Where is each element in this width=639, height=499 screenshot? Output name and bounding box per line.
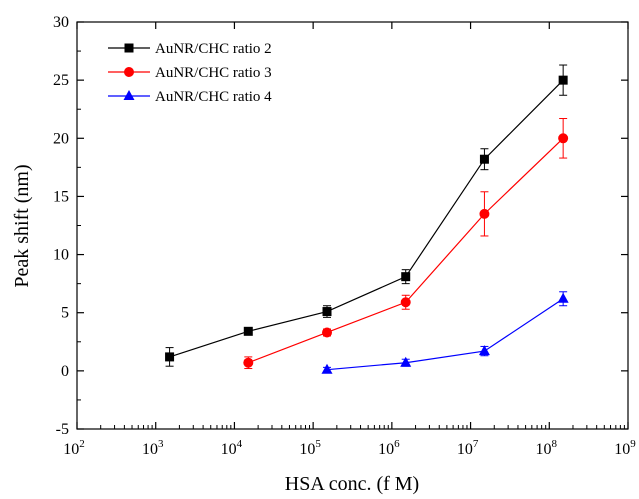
y-tick-label: 20: [53, 130, 69, 147]
x-tick-label: 105: [299, 438, 321, 458]
data-point: [165, 352, 175, 362]
data-point: [243, 357, 254, 368]
y-tick-label: 25: [53, 72, 69, 89]
x-tick-label: 106: [378, 438, 400, 458]
x-tick-label: 108: [536, 438, 558, 458]
legend: AuNR/CHC ratio 2 AuNR/CHC ratio 3 AuNR/CHC…: [108, 41, 272, 105]
x-tick-label: 104: [221, 438, 243, 458]
data-point: [479, 208, 490, 219]
legend-item: AuNR/CHC ratio 3: [108, 65, 272, 81]
data-point: [401, 272, 411, 282]
series-ratio-2: [165, 64, 568, 367]
legend-item: AuNR/CHC ratio 4: [108, 89, 272, 105]
y-tick-label: -5: [56, 421, 69, 438]
tick-labels: 102 103 104 105 106 107 108 109 -5 0 5 10 15 20 25 30: [53, 14, 636, 458]
series-ratio-3: [243, 118, 569, 370]
y-tick-label: 10: [53, 247, 69, 264]
series-layer: [165, 64, 569, 374]
y-tick-label: 0: [61, 363, 69, 380]
series-ratio-4: [321, 291, 569, 374]
x-tick-label: 102: [63, 438, 85, 458]
legend-label: AuNR/CHC ratio 4: [155, 89, 272, 105]
legend-marker: [123, 90, 135, 100]
legend-item: AuNR/CHC ratio 2: [108, 41, 272, 57]
data-point: [479, 154, 489, 164]
legend-label: AuNR/CHC ratio 3: [155, 65, 272, 81]
data-point: [478, 345, 490, 356]
legend-marker: [124, 43, 134, 53]
y-tick-label: 30: [53, 14, 69, 31]
y-tick-label: 15: [53, 188, 69, 205]
data-point: [558, 133, 569, 144]
x-tick-label: 107: [457, 438, 479, 458]
x-tick-label: 103: [142, 438, 164, 458]
x-tick-label: 109: [614, 438, 636, 458]
y-axis-title: Peak shift (nm): [11, 164, 33, 287]
data-point: [400, 297, 411, 308]
data-point: [322, 327, 333, 338]
legend-marker: [124, 67, 134, 77]
series-line: [326, 298, 564, 371]
x-axis-title: HSA conc. (f M): [285, 473, 419, 495]
legend-label: AuNR/CHC ratio 2: [155, 41, 272, 57]
y-tick-label: 5: [61, 305, 69, 322]
data-point: [243, 326, 253, 336]
series-line: [169, 79, 564, 358]
data-point: [557, 292, 569, 303]
data-point: [322, 307, 332, 317]
data-point: [558, 75, 568, 85]
data-point: [400, 356, 412, 367]
data-point: [321, 363, 333, 374]
series-line: [248, 137, 564, 364]
axis-ticks: [76, 21, 629, 430]
